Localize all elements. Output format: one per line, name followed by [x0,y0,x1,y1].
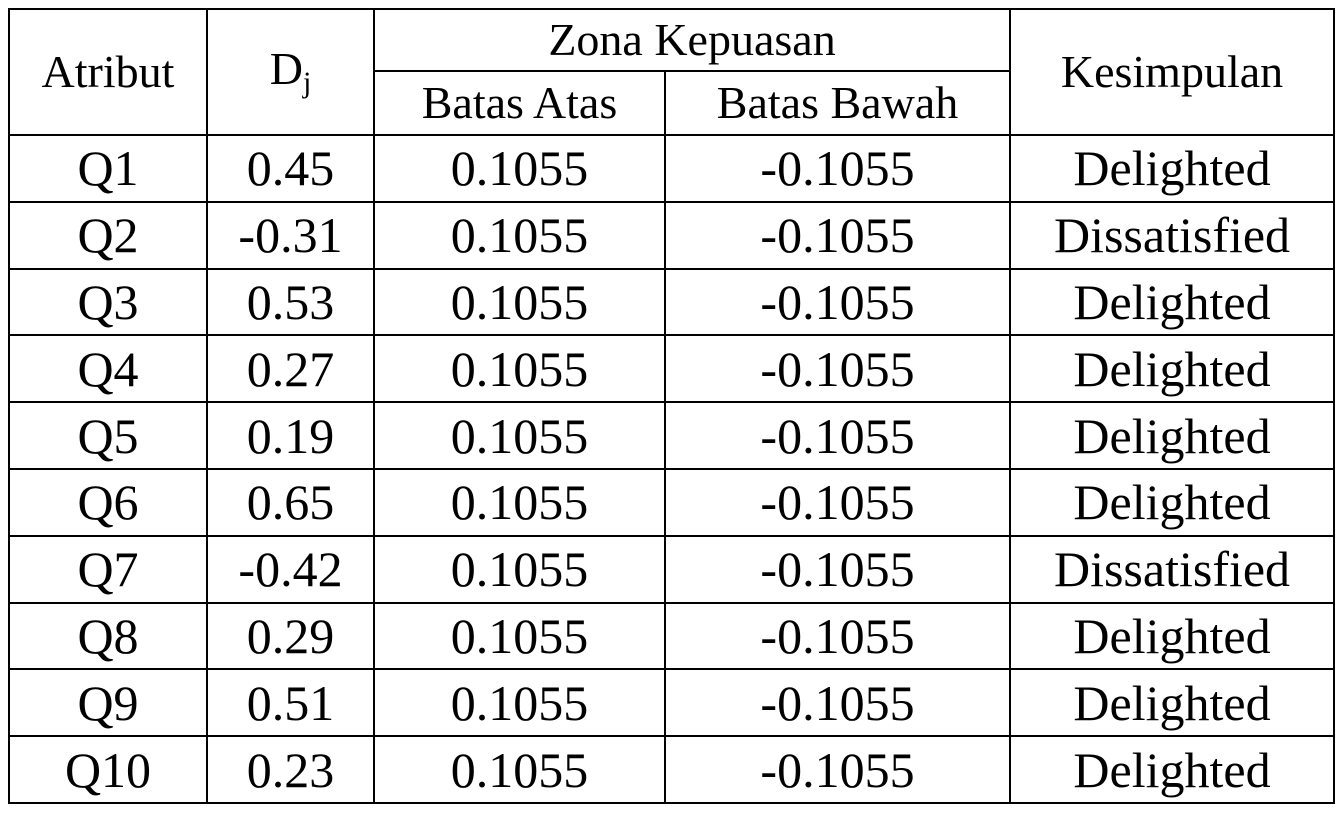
table-cell: -0.1055 [663,267,1012,337]
table-cell: -0.1055 [663,134,1012,203]
table-cell: -0.1055 [663,200,1012,270]
table-cell: Dissatisfied [1009,200,1336,270]
table-cell: Q10 [8,735,208,804]
table-cell: -0.1055 [663,401,1012,470]
table-cell: -0.1055 [663,534,1012,604]
results-table: Atribut Dj Zona Kepuasan Kesimpulan Bata… [8,8,1336,804]
table-cell: 0.29 [206,601,375,671]
header-cell: Batas Atas [373,70,666,136]
table-cell: Q5 [8,401,208,470]
table-cell: Delighted [1009,401,1336,470]
table-cell: Delighted [1009,735,1336,804]
table-cell: Q4 [8,334,208,404]
header-cell: Atribut [8,8,208,136]
table-cell: 0.45 [206,134,375,203]
table-cell: Delighted [1009,601,1336,671]
table-row: Q9 0.51 0.1055 -0.1055 Delighted [8,668,1336,738]
table-row: Q1 0.45 0.1055 -0.1055 Delighted [8,134,1336,203]
table-cell: Delighted [1009,334,1336,404]
header-cell: Kesimpulan [1009,8,1336,136]
table-row: Q4 0.27 0.1055 -0.1055 Delighted [8,334,1336,404]
table-row: Q3 0.53 0.1055 -0.1055 Delighted [8,267,1336,337]
table-cell: Q3 [8,267,208,337]
table-cell: -0.1055 [663,601,1012,671]
table-cell: 0.23 [206,735,375,804]
table-cell: Delighted [1009,467,1336,537]
header-subscript: j [302,66,312,99]
table-row: Q7 -0.42 0.1055 -0.1055 Dissatisfied [8,534,1336,604]
table-cell: 0.53 [206,267,375,337]
table-cell: 0.19 [206,401,375,470]
header-cell: Zona Kepuasan [372,8,1012,72]
table-body: Q1 0.45 0.1055 -0.1055 Delighted Q2 -0.31 0.105… [8,134,1336,804]
table-row: Q8 0.29 0.1055 -0.1055 Delighted [8,601,1336,671]
table-cell: -0.1055 [663,467,1012,537]
table-cell: Q2 [8,200,208,270]
table-cell: 0.65 [206,467,375,537]
table-cell: 0.1055 [373,534,666,604]
header-cell: Batas Bawah [663,70,1012,136]
header-cell: Dj [206,8,375,136]
table-row: Q2 -0.31 0.1055 -0.1055 Dissatisfied [8,200,1336,270]
table-cell: 0.1055 [373,334,666,404]
table-cell: -0.31 [206,200,375,270]
table-cell: -0.1055 [663,668,1012,738]
table-row: Q10 0.23 0.1055 -0.1055 Delighted [8,735,1336,804]
table-cell: 0.27 [206,334,375,404]
table-cell: Q7 [8,534,208,604]
table-cell: Q6 [8,467,208,537]
table-cell: 0.1055 [373,735,666,804]
table-cell: 0.1055 [373,401,666,470]
table-cell: 0.1055 [373,200,666,270]
table-cell: 0.1055 [373,267,666,337]
table-cell: 0.1055 [373,601,666,671]
table-cell: 0.1055 [373,668,666,738]
table-cell: Dissatisfied [1009,534,1336,604]
header-text: D [269,43,303,94]
table-cell: Delighted [1009,134,1336,203]
table-cell: -0.1055 [663,735,1012,804]
table-cell: Q8 [8,601,208,671]
table-cell: Q1 [8,134,208,203]
table-header: Atribut Dj Zona Kepuasan Kesimpulan Bata… [8,8,1336,136]
table-cell: Q9 [8,668,208,738]
table-row: Q6 0.65 0.1055 -0.1055 Delighted [8,467,1336,537]
table-cell: 0.1055 [373,134,666,203]
table-cell: 0.51 [206,668,375,738]
table-cell: 0.1055 [373,467,666,537]
table-cell: -0.1055 [663,334,1012,404]
table-cell: Delighted [1009,668,1336,738]
table-cell: Delighted [1009,267,1336,337]
table-row: Q5 0.19 0.1055 -0.1055 Delighted [8,401,1336,470]
table-cell: -0.42 [206,534,375,604]
